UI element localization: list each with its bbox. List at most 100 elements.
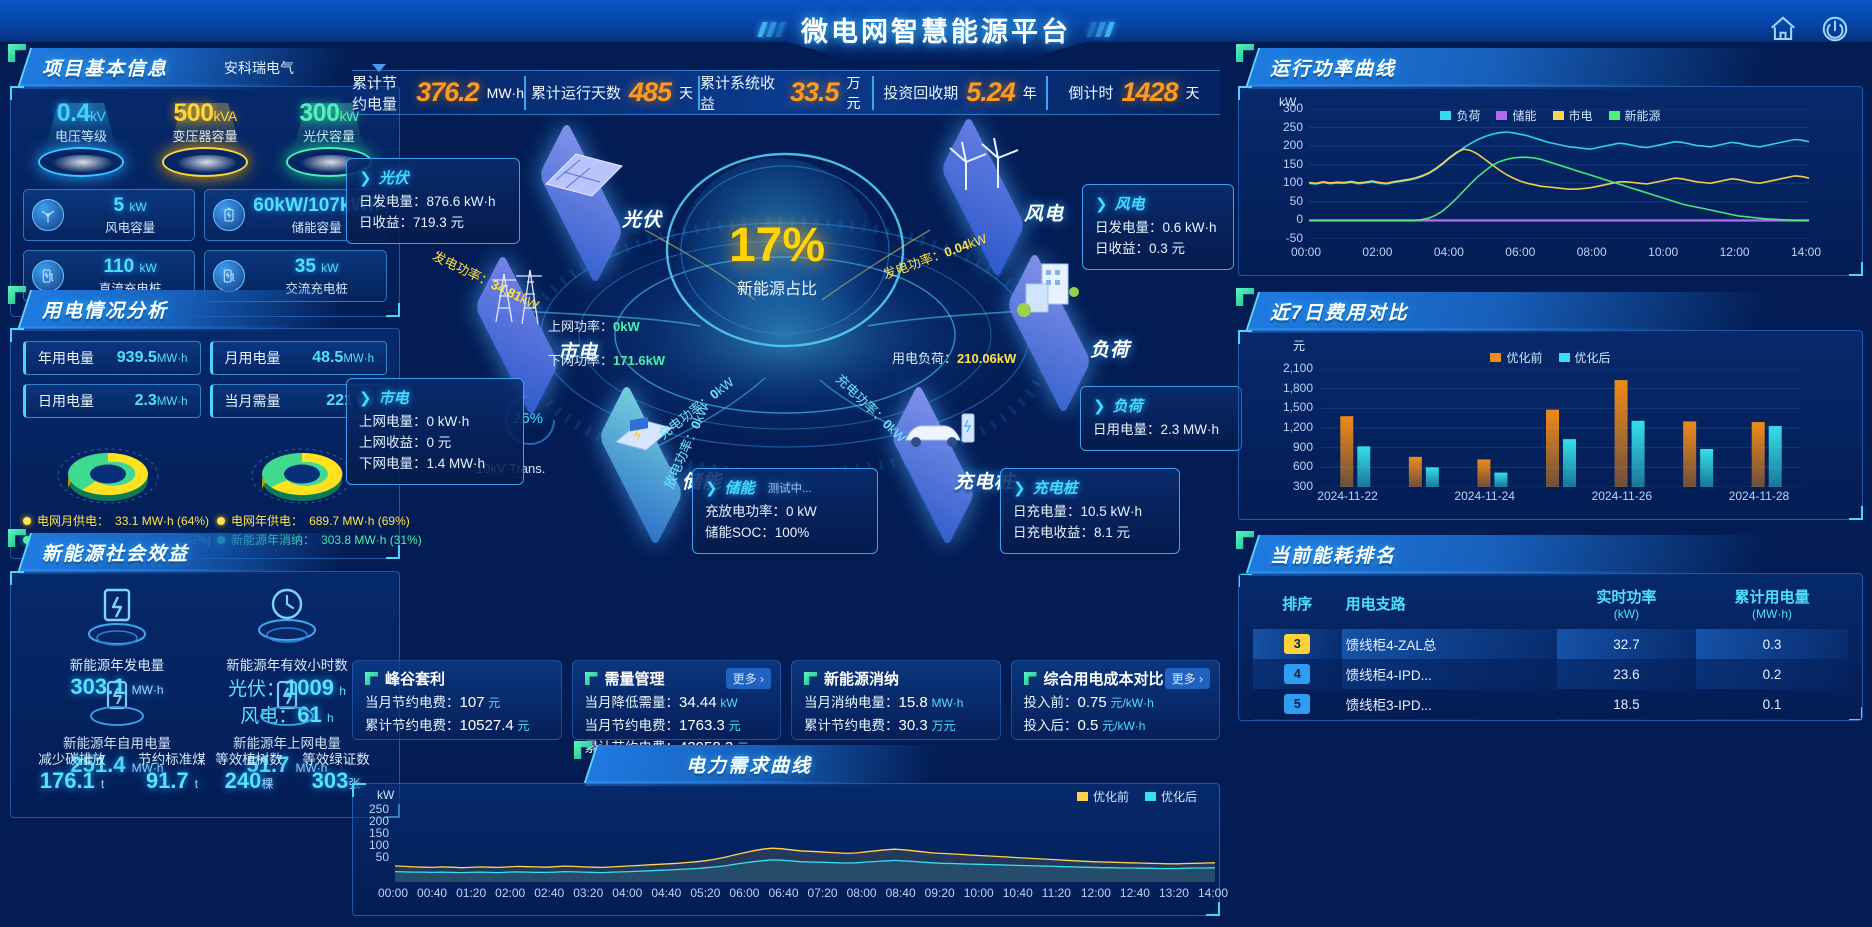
card-peak-valley-arbitrage: 峰谷套利 当月节约电费：107 元 累计节约电费：10527.4 元 <box>352 660 562 740</box>
renewable-share-percent: 17% <box>728 218 826 272</box>
fee-ytick: 1,500 <box>1282 400 1313 415</box>
home-icon[interactable] <box>1768 14 1798 44</box>
node-load-label: 负荷 <box>1089 340 1130 361</box>
legend-renewable[interactable]: 新能源 <box>1608 107 1661 124</box>
legend-before[interactable]: 优化前 <box>1076 788 1129 805</box>
power-ytick: 100 <box>1282 175 1303 190</box>
fee-ytick: 900 <box>1292 439 1313 454</box>
header-decoration-right <box>1086 21 1115 37</box>
node-solar[interactable]: 光伏 <box>508 120 661 286</box>
demand-curve-chart: 优化前 优化后 kW 250 200 150 100 50 00:00 00:40… <box>353 784 1228 917</box>
node-wind[interactable]: 风电 <box>910 114 1063 280</box>
fee-compare-panel: 近7日费用对比 元 优化前 优化后 300 600 900 1,200 1,500 1,8… <box>1236 288 1872 520</box>
table-row[interactable]: 4 馈线柜4-IPD... 23.6 0.2 <box>1253 659 1848 689</box>
power-ytick: 250 <box>1282 119 1303 134</box>
fee-xtick: 2024-11-24 <box>1454 489 1515 503</box>
demand-xtick: 06:00 <box>729 886 760 900</box>
table-row[interactable]: 6馈线柜6-IPD22.70.1 <box>1253 719 1848 720</box>
legend-grid[interactable]: 市电 <box>1552 107 1593 124</box>
power-icon[interactable] <box>1820 14 1850 44</box>
fee-compare-plot <box>1321 369 1801 487</box>
flow-label-draw-power: 下网功率：171.6kW <box>548 353 666 368</box>
mini-wind-unit: kW <box>129 199 147 214</box>
node-load[interactable]: 负荷 <box>976 250 1129 416</box>
fee-xtick: 2024-11-26 <box>1591 489 1653 503</box>
cell-rank: 4 <box>1253 659 1342 689</box>
infocard-solar: ❯ 光伏 日发电量：876.6 kW·h 日收益：719.3 元 <box>346 158 520 244</box>
title-flag-icon <box>1236 531 1254 549</box>
fee-y-unit: 元 <box>1293 339 1306 353</box>
benefit-green-certs: 等效绿证数 303张 <box>281 748 391 794</box>
chevron-down-icon <box>372 64 386 72</box>
mini-ac-unit: kW <box>321 260 339 275</box>
col-energy: 累计用电量 (MW·h) <box>1734 589 1810 621</box>
demand-xtick: 08:40 <box>885 886 916 900</box>
legend-grid-month: 电网月供电： 33.1 MW·h (64%) <box>23 512 211 529</box>
demand-xtick: 03:20 <box>573 886 604 900</box>
kpi-countdown: 倒计时 1428 天 <box>1068 77 1200 107</box>
table-row[interactable]: 5 馈线柜3-IPD... 18.5 0.1 <box>1253 689 1848 719</box>
cell-power: 23.6 <box>1556 659 1697 689</box>
donut-year <box>242 426 362 510</box>
battery-icon <box>213 199 246 231</box>
usage-day-unit: MW·h <box>156 396 188 408</box>
grid-icon <box>249 680 325 730</box>
table-body: 3 馈线柜4-ZAL总 32.7 0.3 4 馈线柜4-IPD... 23.6 0.2 5 馈线柜… <box>1253 629 1848 720</box>
demand-ytick-50: 50 <box>375 850 389 864</box>
legend-storage[interactable]: 储能 <box>1496 107 1537 124</box>
legend-after[interactable]: 优化后 <box>1144 788 1197 805</box>
renewable-share-gauge: 17% 新能源占比 <box>677 158 877 358</box>
power-curve-chart: kW 负荷 储能 市电 新能源 -50 0 50 100 150 200 250 300 00… <box>1239 87 1862 275</box>
demand-more-button[interactable]: 更多 › <box>725 668 771 689</box>
energy-rank-table: 排序 用电支路 实时功率 (kW) 累计用电量 (MW·h) 3 馈线柜4-ZAL总 3… <box>1253 578 1848 720</box>
summary-card-row: 峰谷套利 当月节约电费：107 元 累计节约电费：10527.4 元 需量管理 … <box>352 660 1220 756</box>
rank-badge: 5 <box>1284 694 1311 714</box>
energy-flow-diagram: 17% 新能源占比 光伏 风电 市电 <box>340 114 1242 554</box>
flow-label-feedin-power: 上网功率：0kW <box>548 319 640 334</box>
fee-ytick: 1,800 <box>1282 380 1313 395</box>
infocard-wind: ❯ 风电 日发电量：0.6 kW·h 日收益：0.3 元 <box>1082 184 1234 270</box>
mini-dc-unit: kW <box>139 260 157 275</box>
usage-month: 月用电量 48.5MW·h <box>209 341 387 375</box>
legend-after[interactable]: 优化后 <box>1558 349 1611 366</box>
fee-compare-title: 近7日费用对比 <box>1236 288 1872 333</box>
node-charger[interactable]: 充电桩 <box>860 382 1013 548</box>
usage-analysis-heading: 用电情况分析 <box>42 300 169 322</box>
power-ytick: -50 <box>1285 231 1303 245</box>
benefit-carbon-label: 减少碳排放 <box>38 752 106 767</box>
demand-y-unit: kW <box>377 788 395 802</box>
capacity-transformer-label: 变压器容量 <box>172 129 238 144</box>
power-xtick: 04:00 <box>1433 245 1464 259</box>
energy-rank-body: 排序 用电支路 实时功率 (kW) 累计用电量 (MW·h) 3 馈线柜4-ZAL总 3… <box>1238 573 1863 721</box>
fee-compare-heading: 近7日费用对比 <box>1270 302 1409 324</box>
chevron-right-icon: ❯ <box>705 479 718 497</box>
kpi-saved-energy: 累计节约电量 376.2 MW·h <box>352 74 526 113</box>
node-solar-label: 光伏 <box>621 210 662 231</box>
chevron-right-icon: ❯ <box>359 389 372 407</box>
benefit-annual-generation-label: 新能源年发电量 <box>69 658 165 673</box>
legend-before[interactable]: 优化前 <box>1490 349 1543 366</box>
demand-ytick-100: 100 <box>368 838 389 852</box>
demand-curve-title: 电力需求曲线 <box>574 741 1017 786</box>
building-icon <box>1017 263 1079 317</box>
col-branch: 用电支路 <box>1345 596 1406 613</box>
charger-icon <box>32 260 64 292</box>
benefit-green-certs-label: 等效绿证数 <box>302 752 370 767</box>
benefit-self-consumption: 新能源年自用电量 251.4 MW·h <box>37 680 197 778</box>
power-ytick: 200 <box>1282 138 1303 153</box>
capacity-row: 0.4kV 电压等级 500kVA 变压器容量 300kW 光伏容量 <box>11 87 399 179</box>
usage-month-value: 48.5 <box>312 349 344 366</box>
power-ytick: 150 <box>1282 156 1303 171</box>
cell-branch: 馈线柜6-IPD <box>1341 719 1557 720</box>
title-flag-icon <box>1236 288 1254 306</box>
legend-load[interactable]: 负荷 <box>1440 107 1480 124</box>
project-select[interactable]: 安科瑞电气 <box>216 55 394 81</box>
cell-branch: 馈线柜4-IPD... <box>1341 659 1557 689</box>
node-grid[interactable]: 市电 <box>444 252 597 418</box>
cost-more-button[interactable]: 更多 › <box>1164 668 1210 689</box>
table-row[interactable]: 3 馈线柜4-ZAL总 32.7 0.3 <box>1253 629 1848 659</box>
cell-rank: 5 <box>1253 689 1342 719</box>
title-flag-icon <box>1236 44 1254 62</box>
power-xtick: 08:00 <box>1576 245 1607 259</box>
power-ytick: 50 <box>1289 193 1303 208</box>
